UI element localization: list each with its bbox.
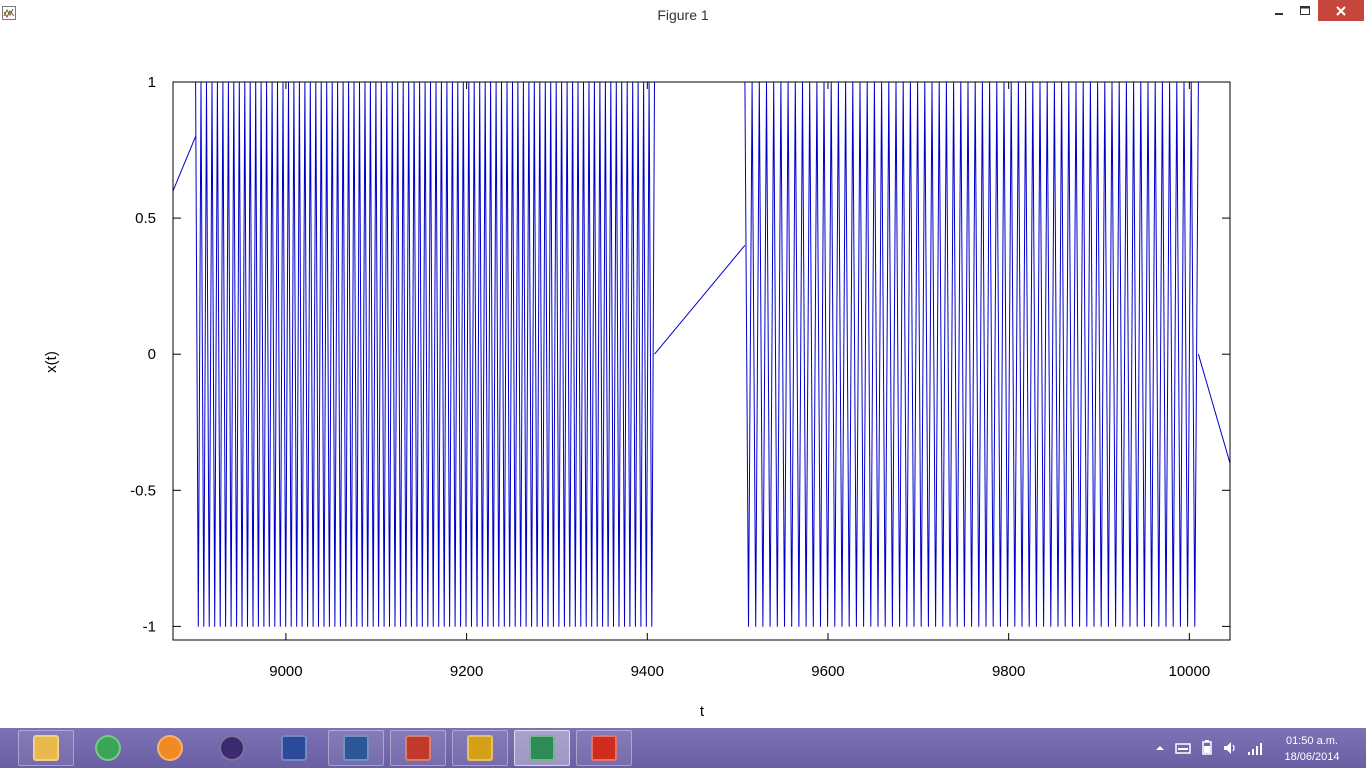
window-title: Figure 1 — [657, 7, 709, 23]
taskbar-button[interactable] — [204, 730, 260, 766]
eclipse-icon — [219, 735, 245, 761]
network-icon[interactable] — [1247, 740, 1263, 756]
tools-icon — [405, 735, 431, 761]
y-axis-label: x(t) — [43, 351, 60, 373]
show-hidden-icons-icon[interactable] — [1152, 740, 1168, 756]
taskbar-button[interactable] — [514, 730, 570, 766]
maximize-icon — [1300, 5, 1310, 15]
x-tick-label: 9000 — [269, 663, 302, 680]
y-tick-label: 0 — [148, 346, 156, 363]
series-oscillation-segment — [195, 81, 655, 627]
plot-window-icon — [529, 735, 555, 761]
clock-date: 18/06/2014 — [1284, 751, 1340, 763]
series-ramp-segment — [654, 244, 746, 355]
plot-frame — [172, 81, 1231, 641]
taskbar-button[interactable] — [18, 730, 74, 766]
plot-window-icon[interactable] — [2, 6, 16, 20]
line-chart: 9000 9200 9400 9600 9800 10000 1 0.5 0 -0.5 -1 t x… — [43, 74, 1231, 720]
word-icon — [343, 735, 369, 761]
paint-icon — [467, 735, 493, 761]
chrome-icon — [95, 735, 121, 761]
taskbar-button[interactable] — [390, 730, 446, 766]
taskbar-button[interactable] — [80, 730, 136, 766]
taskbar-button[interactable] — [142, 730, 198, 766]
x-tick-label: 9800 — [992, 663, 1025, 680]
series-ramp-segment — [1197, 354, 1231, 464]
taskbar-button[interactable] — [266, 730, 322, 766]
x-tick-label: 10000 — [1168, 663, 1210, 680]
maximize-button[interactable] — [1292, 0, 1318, 21]
series-ramp-segment — [172, 136, 197, 192]
taskbar: 01:50 a.m. 18/06/2014 — [0, 728, 1366, 768]
series-oscillation-segment — [744, 81, 1199, 627]
taskbar-button[interactable] — [452, 730, 508, 766]
clock[interactable]: 01:50 a.m. 18/06/2014 — [1272, 733, 1352, 765]
volume-icon[interactable] — [1222, 740, 1238, 756]
close-icon — [1336, 5, 1346, 16]
clock-time: 01:50 a.m. — [1286, 735, 1338, 747]
power-icon[interactable] — [1199, 740, 1215, 756]
close-button[interactable] — [1318, 0, 1364, 21]
keyboard-icon[interactable] — [1175, 740, 1191, 756]
x-tick-label: 9200 — [450, 663, 483, 680]
plot-area: 9000 9200 9400 9600 9800 10000 1 0.5 0 -0.5 -1 t x… — [0, 30, 1366, 728]
pdf-reader-icon — [591, 735, 617, 761]
y-tick-label: -0.5 — [130, 482, 156, 499]
minimize-button[interactable] — [1262, 0, 1296, 21]
title-bar[interactable]: Figure 1 — [0, 0, 1366, 30]
text-editor-icon — [281, 735, 307, 761]
figure-window: Figure 1 9000 9200 9400 9600 9800 10000 1 0.5 0 -… — [0, 0, 1366, 728]
taskbar-button[interactable] — [576, 730, 632, 766]
x-tick-label: 9400 — [631, 663, 664, 680]
media-player-icon — [157, 735, 183, 761]
y-tick-label: -1 — [143, 618, 156, 635]
file-explorer-icon — [33, 735, 59, 761]
taskbar-button[interactable] — [328, 730, 384, 766]
x-tick-label: 9600 — [811, 663, 844, 680]
minimize-icon — [1275, 12, 1283, 15]
y-tick-label: 1 — [148, 74, 156, 91]
x-axis-label: t — [700, 703, 705, 720]
y-tick-label: 0.5 — [135, 210, 156, 227]
